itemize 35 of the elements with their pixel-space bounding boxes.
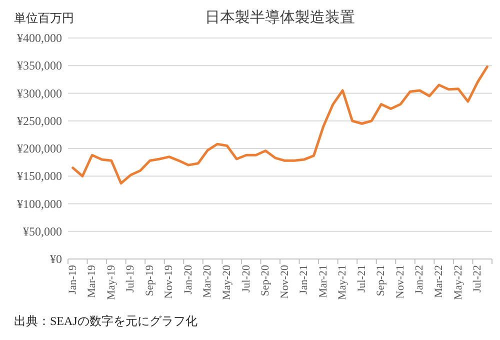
y-tick-label: ¥250,000 <box>17 114 62 128</box>
x-tick-label: Sep-20 <box>260 264 272 296</box>
y-tick-label: ¥300,000 <box>17 86 62 100</box>
x-tick-label: Jan-19 <box>66 264 79 294</box>
y-tick-label: ¥350,000 <box>17 58 62 73</box>
x-tick-label: Jul-21 <box>356 265 368 292</box>
x-tick-label: Nov-21 <box>394 265 406 299</box>
x-tick-label: Jul-22 <box>472 265 484 292</box>
y-tick-label: ¥0 <box>50 252 62 266</box>
x-tick-label: Jul-20 <box>240 264 252 292</box>
x-tick-label: Jul-19 <box>124 264 137 292</box>
x-tick-label: Sep-21 <box>375 265 388 296</box>
y-tick-label: ¥100,000 <box>17 196 62 211</box>
x-tick-label: Mar-22 <box>433 265 445 298</box>
x-tick-label: May-21 <box>336 265 349 300</box>
x-tick-label: Mar-21 <box>317 265 330 298</box>
y-tick-label: ¥400,000 <box>17 31 62 45</box>
y-tick-label: ¥150,000 <box>17 169 62 184</box>
source-note: 出典：SEAJの数字を元にグラフ化 <box>14 314 198 328</box>
x-tick-label: Jan-20 <box>182 264 194 294</box>
y-axis-title: 単位百万円 <box>14 11 74 25</box>
x-tick-label: May-20 <box>221 264 233 300</box>
x-tick-label: Jan-22 <box>414 265 426 294</box>
x-tick-label: Nov-20 <box>278 264 291 299</box>
x-tick-label: Mar-19 <box>86 264 98 298</box>
line-series <box>72 65 488 185</box>
y-tick-label: ¥50,000 <box>23 224 62 238</box>
y-tick-label: ¥200,000 <box>17 142 62 156</box>
x-tick-label: May-22 <box>452 265 464 300</box>
x-tick-label: Sep-19 <box>144 264 156 296</box>
x-tick-label: Nov-19 <box>163 264 176 299</box>
x-tick-label: Jan-21 <box>298 265 310 294</box>
x-tick-label: May-19 <box>105 264 118 300</box>
chart-title: 日本製半導体製造装置 <box>205 9 355 26</box>
x-tick-label: Mar-20 <box>202 264 214 298</box>
